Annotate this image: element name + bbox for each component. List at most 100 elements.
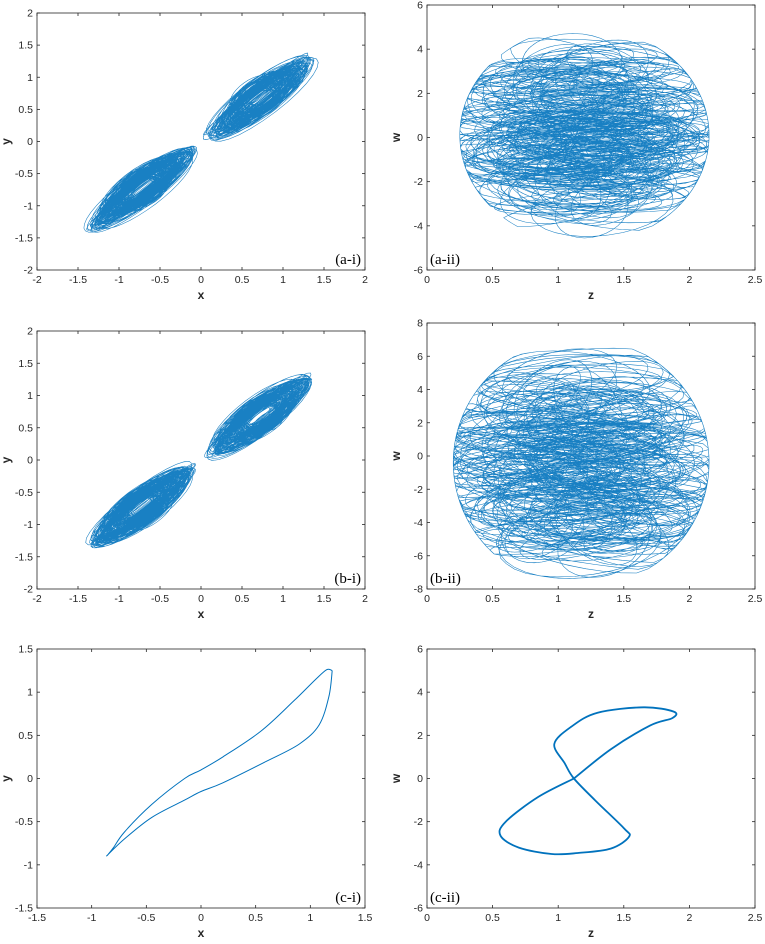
panel-label: (c-ii) — [430, 890, 460, 906]
y-tick-label: -1 — [24, 200, 33, 212]
x-tick-label: 2.5 — [748, 593, 763, 605]
axes-frame — [36, 648, 366, 909]
y-tick-label: 4 — [417, 687, 423, 699]
y-tick-label: 0 — [417, 773, 423, 785]
x-tick-label: 2.5 — [748, 274, 763, 286]
x-axis-label: z — [588, 607, 594, 621]
y-tick-label: 0.5 — [18, 104, 33, 116]
x-tick-label: 1 — [555, 274, 561, 286]
plot-b-i: -2 -1.5 -1 -0.5 0 0.5 1 1.5 2 -2 -1.5 -1 -0.5 0 0.5 1 1.… — [0, 326, 368, 622]
x-tick-label: -1.5 — [69, 274, 87, 286]
y-tick-label: 6 — [417, 644, 423, 656]
x-tick-label: 0.5 — [235, 274, 250, 286]
x-tick-label: -1 — [87, 912, 96, 924]
x-tick-label: -0.5 — [151, 274, 169, 286]
x-axis-label: x — [198, 288, 205, 302]
y-tick-label: 2 — [417, 730, 423, 742]
y-tick-label: -0.5 — [15, 816, 33, 828]
y-tick-label: 0 — [417, 451, 423, 463]
x-tick-label: 0.5 — [235, 593, 250, 605]
x-tick-label: 1.5 — [317, 593, 332, 605]
x-tick-label: 0 — [198, 593, 204, 605]
plot-a-i: -2 -1.5 -1 -0.5 0 0.5 1 1.5 2 -2 -1.5 -1 -0.5 0 0.5 1 1.… — [0, 8, 368, 303]
x-tick-label: 0 — [424, 274, 430, 286]
x-tick-label: -0.5 — [151, 593, 169, 605]
y-tick-label: 1 — [27, 687, 33, 699]
y-tick-label: -8 — [414, 584, 423, 596]
y-tick-label: 0 — [27, 455, 33, 467]
y-tick-label: -2 — [414, 816, 423, 828]
y-axis-label: w — [389, 132, 403, 143]
x-tick-label: 1 — [555, 593, 561, 605]
y-tick-label: 0 — [417, 132, 423, 144]
x-tick-label: 0 — [424, 912, 430, 924]
y-tick-label: -4 — [414, 859, 423, 871]
y-tick-label: 0.5 — [18, 730, 33, 742]
y-tick-label: 1 — [27, 390, 33, 402]
y-tick-label: -4 — [414, 220, 423, 232]
trajectory-line — [83, 52, 319, 233]
x-tick-label: -1 — [114, 274, 123, 286]
x-tick-label: 2 — [686, 912, 692, 924]
y-axis-label: y — [0, 456, 13, 463]
plot-a-ii: 0 0.5 1 1.5 2 2.5 -6 -4 -2 0 2 4 6 z w (a-ii) — [389, 0, 762, 302]
x-axis-label: z — [588, 926, 594, 940]
x-tick-label: 1 — [555, 912, 561, 924]
y-axis-label: y — [0, 775, 13, 782]
trajectory-line — [459, 33, 710, 239]
trajectory-line — [106, 668, 333, 857]
x-tick-label: 2 — [362, 274, 368, 286]
y-tick-label: 4 — [417, 44, 423, 56]
y-tick-label: 1.5 — [18, 358, 33, 370]
y-tick-label: -6 — [414, 550, 423, 562]
y-tick-label: 2 — [27, 8, 33, 20]
x-tick-label: 0.5 — [248, 912, 263, 924]
x-tick-label: 1.5 — [616, 274, 631, 286]
y-tick-label: -2 — [414, 176, 423, 188]
x-tick-label: 1.5 — [616, 593, 631, 605]
x-tick-label: 1.5 — [317, 274, 332, 286]
x-tick-label: 0.5 — [485, 912, 500, 924]
x-tick-label: 1.5 — [358, 912, 373, 924]
y-tick-label: -2 — [24, 265, 33, 277]
y-tick-label: -0.5 — [15, 487, 33, 499]
y-tick-label: 2 — [417, 417, 423, 429]
x-axis-label: z — [588, 288, 594, 302]
trajectory-line — [85, 372, 313, 549]
panel-label: (a-i) — [335, 252, 361, 268]
x-tick-label: 0 — [198, 274, 204, 286]
x-axis-label: x — [198, 926, 205, 940]
y-axis-label: y — [0, 138, 13, 145]
y-tick-label: 0 — [27, 773, 33, 785]
y-tick-label: -1.5 — [15, 903, 33, 915]
x-tick-label: -2 — [32, 274, 41, 286]
y-tick-label: 1.5 — [18, 40, 33, 52]
panel-label: (c-i) — [335, 890, 361, 906]
x-tick-label: 0.5 — [485, 274, 500, 286]
axes-frame — [36, 330, 366, 590]
x-tick-label: -1.5 — [69, 593, 87, 605]
panel-label: (b-i) — [334, 571, 361, 587]
plot-c-ii: 0 0.5 1 1.5 2 2.5 -6 -4 -2 0 2 4 6 z w (c-ii) — [389, 644, 762, 941]
y-axis-label: w — [389, 451, 403, 462]
y-tick-label: 2 — [417, 88, 423, 100]
x-tick-label: 0 — [424, 593, 430, 605]
y-tick-label: -1.5 — [15, 551, 33, 563]
panel-label: (b-ii) — [430, 571, 461, 587]
y-tick-label: -6 — [414, 265, 423, 277]
y-tick-label: 4 — [417, 384, 423, 396]
y-tick-label: 6 — [417, 351, 423, 363]
x-tick-label: 0.5 — [485, 593, 500, 605]
x-tick-label: 1 — [280, 274, 286, 286]
y-tick-label: -1 — [24, 519, 33, 531]
x-tick-label: 2 — [362, 593, 368, 605]
y-tick-label: -6 — [414, 903, 423, 915]
y-tick-label: 6 — [417, 0, 423, 12]
y-tick-label: -2 — [24, 584, 33, 596]
x-tick-label: 1 — [307, 912, 313, 924]
x-axis-label: x — [198, 607, 205, 621]
x-tick-label: 0 — [198, 912, 204, 924]
y-tick-label: 1 — [27, 72, 33, 84]
panel-label: (a-ii) — [430, 252, 460, 268]
